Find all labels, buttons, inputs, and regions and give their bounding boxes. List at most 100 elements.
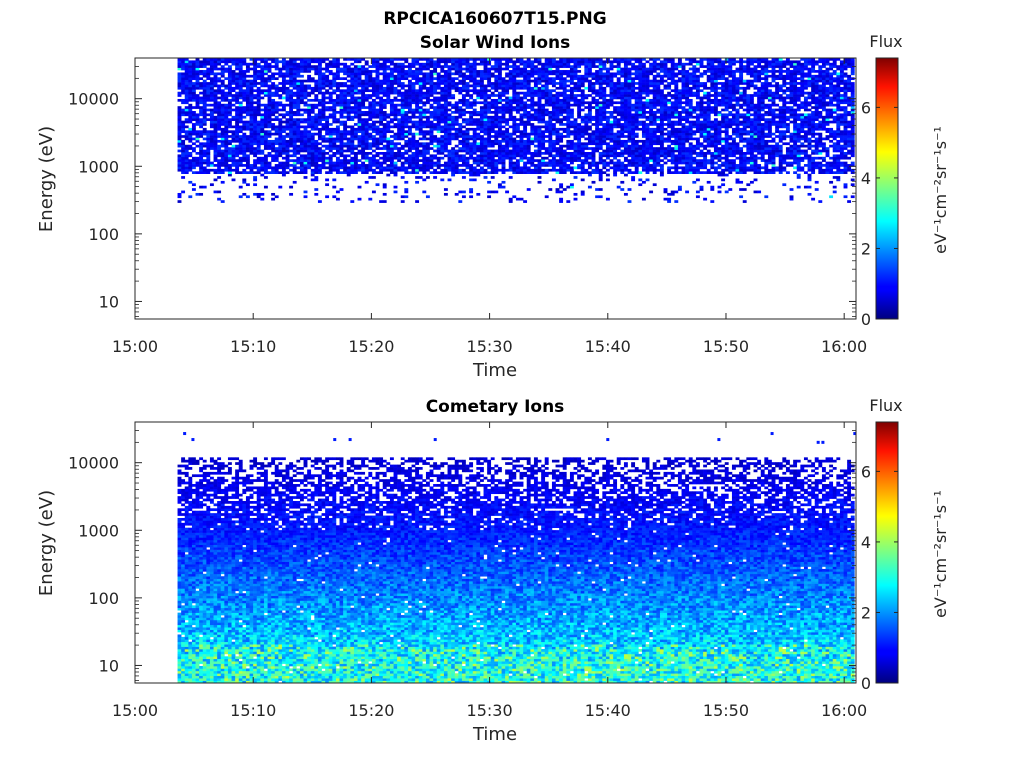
heatmap-cell — [739, 121, 743, 124]
heatmap-cell — [484, 164, 488, 167]
heatmap-cell — [800, 169, 804, 172]
heatmap-cell — [624, 109, 628, 112]
heatmap-cell — [224, 113, 228, 116]
heatmap-cell — [750, 162, 754, 165]
heatmap-cell — [444, 111, 448, 114]
heatmap-cell — [563, 109, 567, 112]
heatmap-cell — [440, 99, 444, 102]
heatmap-cell — [444, 133, 448, 136]
heatmap-cell — [692, 130, 696, 133]
heatmap-cell — [775, 147, 779, 150]
heatmap-cell — [185, 150, 189, 153]
heatmap-cell — [595, 195, 599, 198]
heatmap-cell — [271, 101, 275, 104]
heatmap-cell — [358, 116, 362, 119]
heatmap-cell — [685, 162, 689, 165]
heatmap-cell — [340, 106, 344, 109]
heatmap-cell — [804, 113, 808, 116]
heatmap-cell — [440, 169, 444, 172]
heatmap-cell — [736, 157, 740, 160]
heatmap-cell — [232, 162, 236, 165]
heatmap-cell — [656, 154, 660, 157]
heatmap-cell — [383, 118, 387, 121]
heatmap-cell — [696, 166, 700, 169]
heatmap-cell — [498, 159, 502, 162]
heatmap-cell — [476, 123, 480, 126]
heatmap-cell — [437, 130, 441, 133]
heatmap-cell — [386, 121, 390, 124]
heatmap-cell — [725, 101, 729, 104]
heatmap-cell — [509, 169, 513, 172]
heatmap-cell — [178, 138, 182, 141]
heatmap-cell — [628, 99, 632, 102]
heatmap-cell — [844, 142, 848, 145]
heatmap-cell — [588, 125, 592, 128]
heatmap-cell — [847, 135, 851, 138]
heatmap-cell — [656, 164, 660, 167]
heatmap-cell — [358, 111, 362, 114]
heatmap-cell — [199, 106, 203, 109]
heatmap-cell — [818, 138, 822, 141]
heatmap-cell — [520, 123, 524, 126]
heatmap-cell — [750, 169, 754, 172]
heatmap-cell — [268, 145, 272, 148]
heatmap-cell — [599, 116, 603, 119]
heatmap-cell — [311, 106, 315, 109]
heatmap-cell — [725, 154, 729, 157]
heatmap-cell — [548, 154, 552, 157]
heatmap-cell — [577, 164, 581, 167]
heatmap-cell — [260, 142, 264, 145]
heatmap-cell — [538, 121, 542, 124]
heatmap-cell — [232, 138, 236, 141]
heatmap-cell — [671, 171, 675, 174]
heatmap-cell — [358, 135, 362, 138]
heatmap-cell — [512, 147, 516, 150]
heatmap-cell — [754, 111, 758, 114]
heatmap-cell — [703, 101, 707, 104]
heatmap-cell — [412, 171, 416, 174]
heatmap-cell — [656, 101, 660, 104]
heatmap-cell — [476, 150, 480, 153]
heatmap-cell — [800, 106, 804, 109]
heatmap-cell — [574, 150, 578, 153]
heatmap-cell — [401, 145, 405, 148]
heatmap-cell — [638, 150, 642, 153]
heatmap-cell — [347, 145, 351, 148]
heatmap-cell — [721, 179, 725, 182]
heatmap-cell — [401, 147, 405, 150]
heatmap-cell — [624, 159, 628, 162]
heatmap-cell — [325, 128, 329, 131]
heatmap-cell — [214, 123, 218, 126]
heatmap-cell — [599, 142, 603, 145]
heatmap-cell — [685, 104, 689, 107]
heatmap-cell — [512, 145, 516, 148]
heatmap-cell — [516, 123, 520, 126]
heatmap-cell — [602, 111, 606, 114]
heatmap-cell — [390, 101, 394, 104]
heatmap-cell — [829, 116, 833, 119]
heatmap-cell — [282, 142, 286, 145]
heatmap-cell — [178, 116, 182, 119]
heatmap-cell — [642, 113, 646, 116]
heatmap-cell — [196, 97, 200, 100]
heatmap-cell — [444, 188, 448, 191]
heatmap-cell — [829, 121, 833, 124]
heatmap-cell — [836, 133, 840, 136]
heatmap-cell — [808, 121, 812, 124]
heatmap-cell — [487, 121, 491, 124]
heatmap-cell — [512, 123, 516, 126]
heatmap-cell — [343, 111, 347, 114]
heatmap-cell — [790, 145, 794, 148]
heatmap-cell — [714, 140, 718, 143]
heatmap-cell — [448, 128, 452, 131]
heatmap-cell — [242, 116, 246, 119]
heatmap-cell — [332, 111, 336, 114]
heatmap-cell — [559, 113, 563, 116]
heatmap-cell — [437, 164, 441, 167]
heatmap-cell — [656, 128, 660, 131]
heatmap-cell — [242, 171, 246, 174]
heatmap-cell — [761, 152, 765, 155]
heatmap-cell — [772, 121, 776, 124]
heatmap-cell — [772, 159, 776, 162]
heatmap-cell — [343, 157, 347, 160]
